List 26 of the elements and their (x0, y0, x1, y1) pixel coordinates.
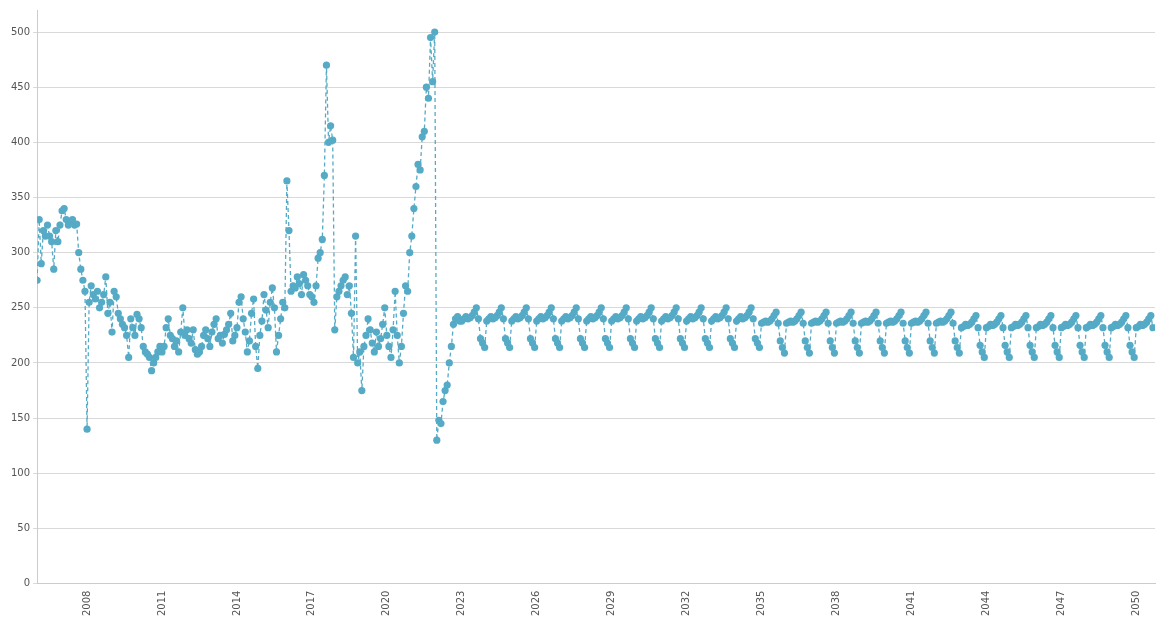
x-tick-label: 2026 (530, 590, 542, 616)
y-tick-label: 0 (23, 577, 31, 589)
x-tick-label: 2020 (380, 590, 392, 616)
y-tick-label: 300 (10, 246, 31, 258)
x-tick-label: 2023 (455, 590, 467, 616)
y-tick-label: 100 (10, 466, 31, 478)
y-tick-label: 350 (10, 191, 31, 203)
x-tick-label: 2008 (80, 590, 92, 616)
y-tick-label: 200 (10, 356, 31, 368)
y-tick-label: 400 (10, 135, 31, 147)
y-tick-label: 50 (17, 522, 31, 533)
y-tick-label: 250 (10, 301, 31, 313)
x-tick-label: 2011 (155, 590, 167, 616)
x-tick-label: 2041 (905, 590, 917, 616)
x-tick-label: 2035 (755, 590, 767, 616)
x-tick-label: 2014 (230, 590, 242, 616)
x-tick-label: 2029 (605, 590, 617, 616)
y-tick-label: 500 (10, 25, 31, 37)
x-tick-label: 2032 (680, 590, 692, 616)
x-tick-label: 2038 (830, 590, 842, 616)
x-tick-label: 2047 (1054, 590, 1066, 616)
y-tick-label: 450 (10, 80, 31, 92)
x-tick-label: 2044 (979, 590, 991, 616)
x-tick-label: 2017 (305, 590, 317, 616)
x-tick-label: 2050 (1129, 590, 1141, 616)
y-tick-label: 150 (10, 411, 31, 423)
